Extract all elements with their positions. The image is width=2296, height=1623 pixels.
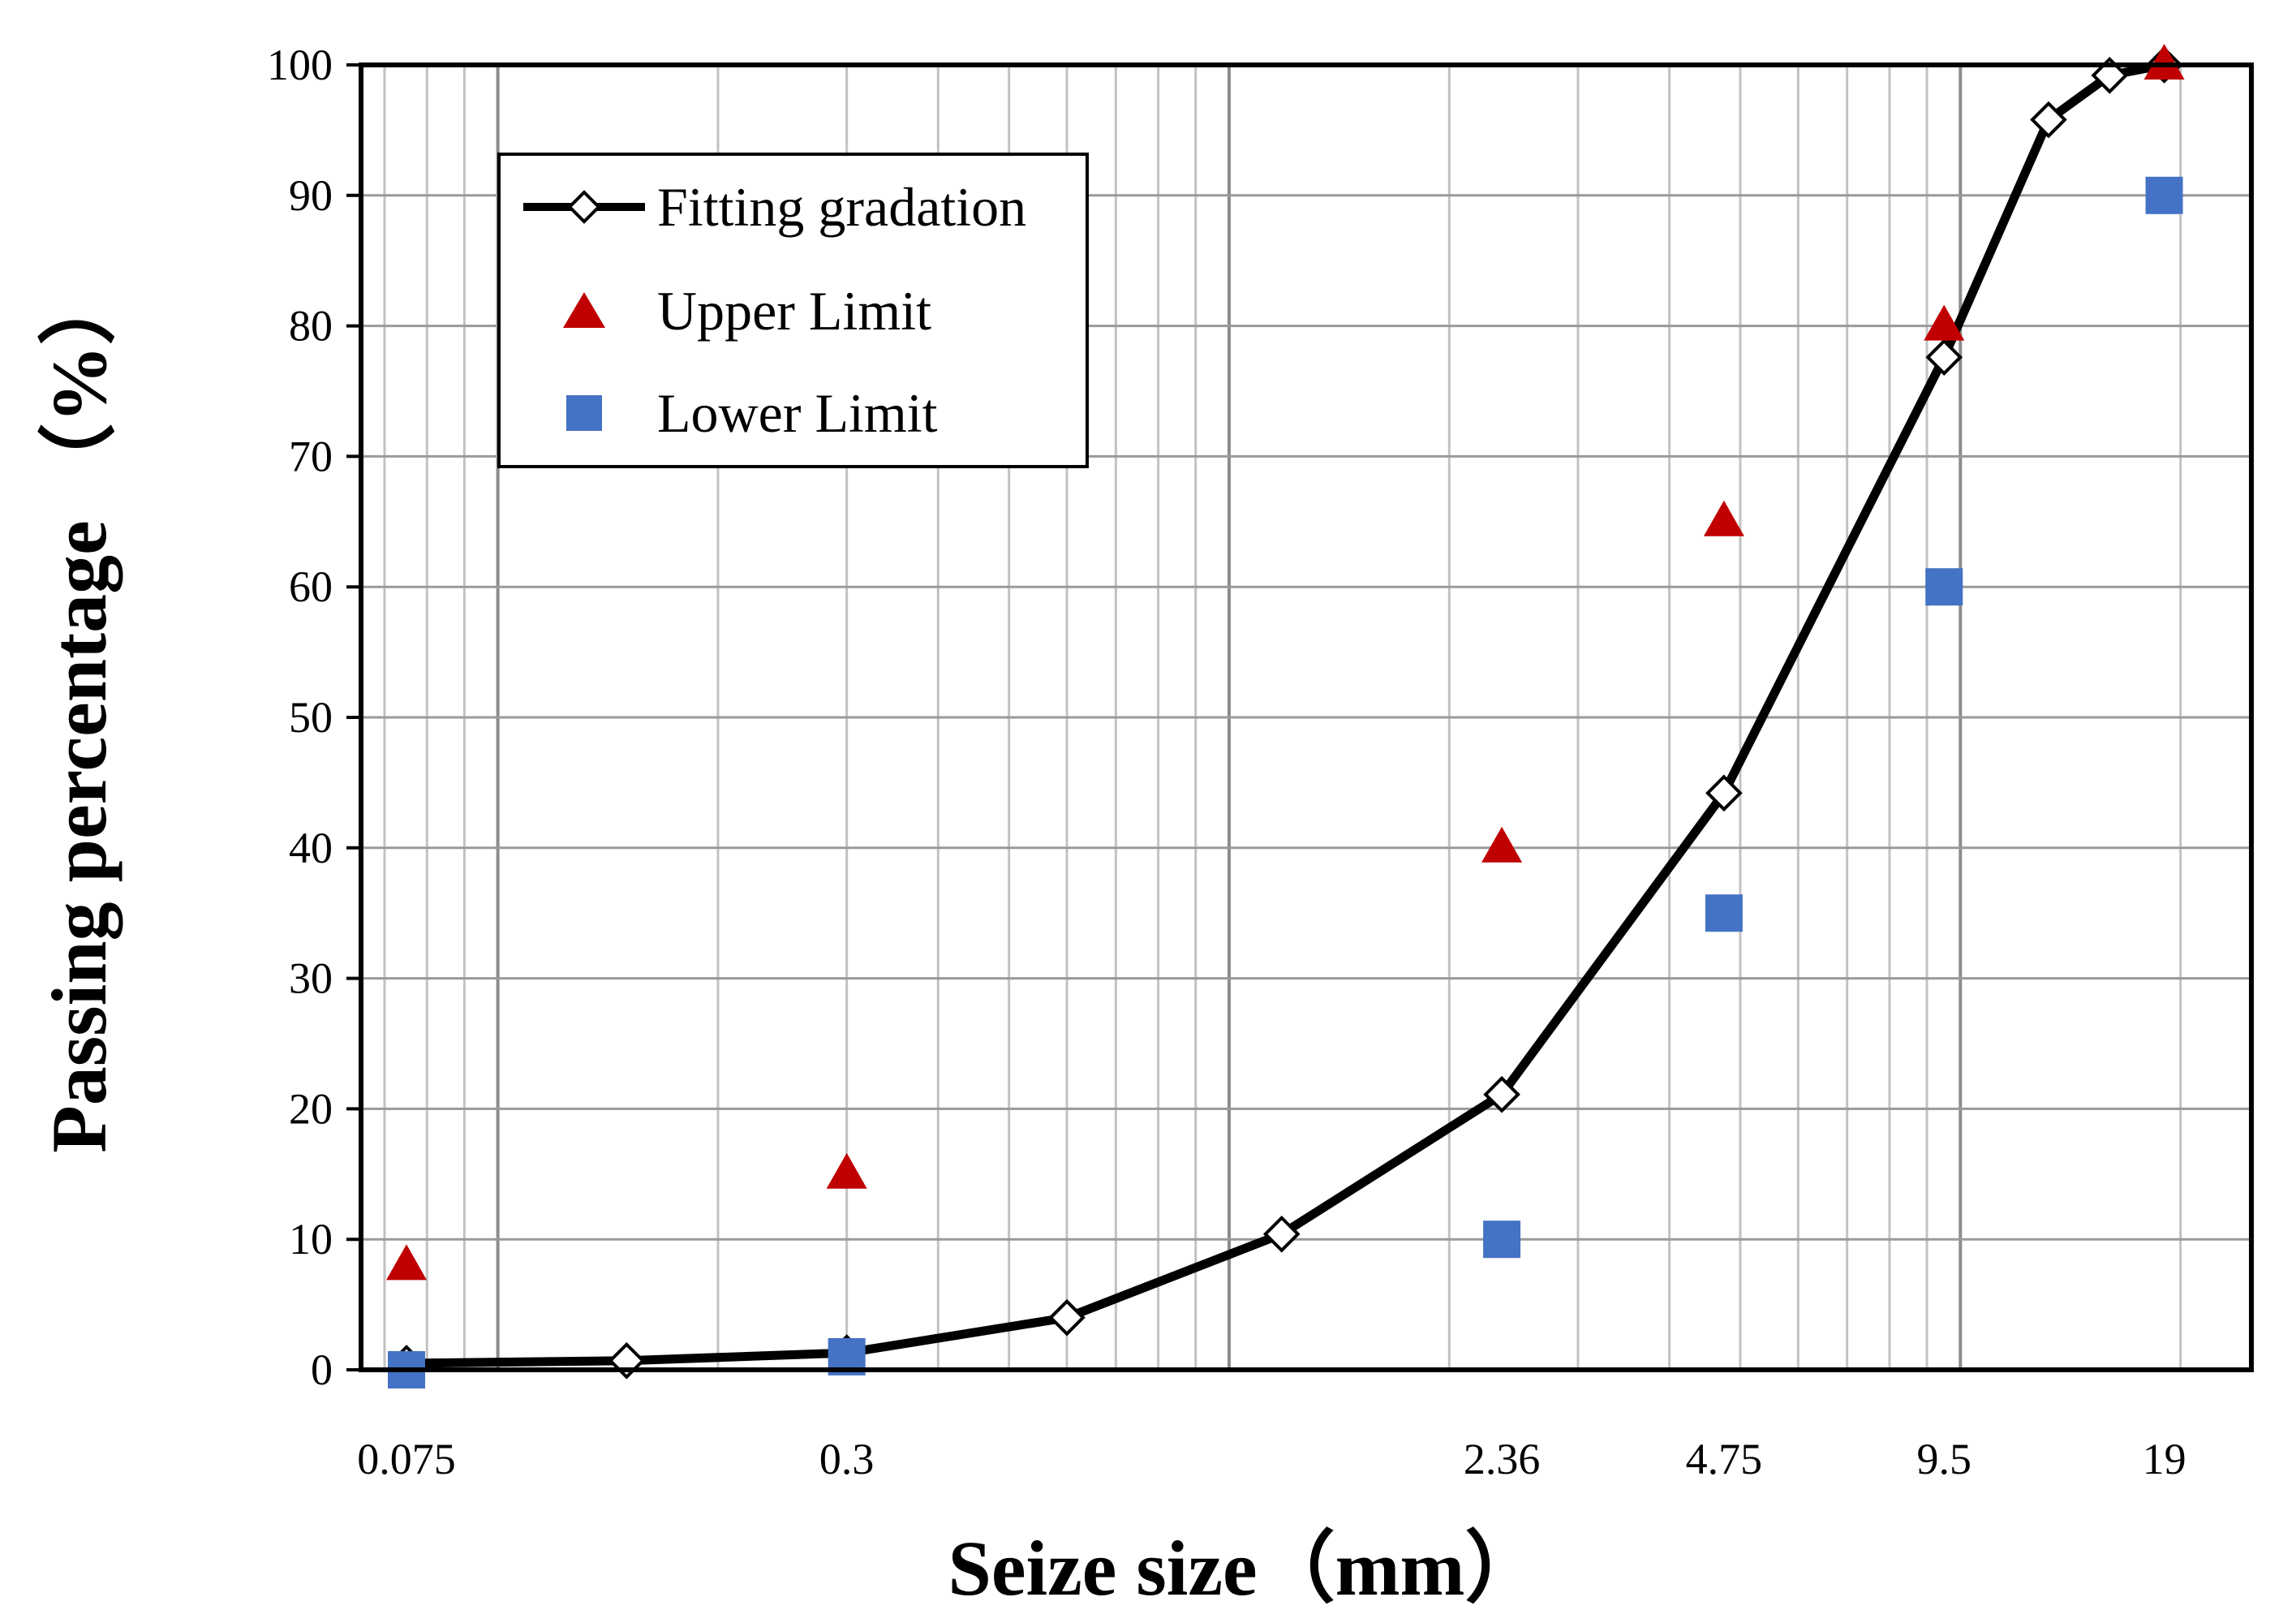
fitting-gradation-point [1483, 1075, 1520, 1113]
x-tick-label: 4.75 [1686, 1435, 1763, 1483]
y-tick-label: 10 [289, 1215, 333, 1264]
lower-limit-point [1483, 1220, 1521, 1259]
y-axis-title: Passing percentage （%） [36, 267, 123, 1152]
x-tick-label: 0.3 [819, 1435, 875, 1483]
upper-limit-point [386, 1244, 428, 1281]
upper-limit-point [826, 1152, 867, 1189]
y-tick-label: 40 [289, 824, 333, 872]
upper-limit-point [2143, 44, 2185, 80]
upper-limit-point [1481, 826, 1523, 863]
legend-marker-lower [566, 395, 602, 431]
legend-marker-upper [563, 292, 605, 328]
plot-area-frame [359, 62, 2254, 1372]
fitting-gradation-point [1262, 1215, 1301, 1253]
lower-limit-point [1925, 568, 1963, 606]
y-tick-label: 20 [289, 1084, 333, 1133]
y-tick-label: 70 [289, 432, 333, 480]
lower-limit-point [1705, 894, 1743, 932]
fitting-gradation-point [2030, 101, 2067, 139]
legend-label-fitting: Fitting gradation [657, 176, 1026, 238]
legend-label-upper: Upper Limit [657, 280, 931, 342]
y-tick-label: 60 [289, 562, 333, 611]
y-tick-label: 0 [311, 1345, 333, 1394]
lower-limit-point [2145, 176, 2183, 214]
legend-marker-fitting [567, 190, 601, 224]
x-tick-label: 2.36 [1464, 1435, 1541, 1483]
y-tick-label: 50 [289, 693, 333, 742]
x-axis-title: Seize size（mm） [948, 1525, 1542, 1612]
legend: Fitting gradation Upper Limit Lower Limi… [497, 153, 1089, 468]
x-tick-label: 0.075 [357, 1435, 456, 1483]
y-tick-label: 100 [267, 41, 333, 89]
upper-limit-point [1703, 500, 1744, 536]
fitting-gradation-point [1925, 338, 1963, 377]
y-tick-label: 80 [289, 302, 333, 351]
fitting-gradation-point [1705, 774, 1743, 812]
x-axis-ticks: 0.075 0.3 2.36 4.75 9.5 19 [357, 1435, 2186, 1483]
legend-label-lower: Lower Limit [657, 382, 938, 444]
upper-limit-point [1924, 304, 1965, 341]
x-tick-label: 9.5 [1916, 1435, 1971, 1483]
y-axis-ticks: 0 10 20 30 40 50 60 70 80 90 100 [267, 41, 361, 1394]
y-tick-label: 90 [289, 171, 333, 220]
x-tick-label: 19 [2143, 1435, 2186, 1483]
y-tick-label: 30 [289, 954, 333, 1003]
fitting-gradation-point [1048, 1298, 1086, 1337]
